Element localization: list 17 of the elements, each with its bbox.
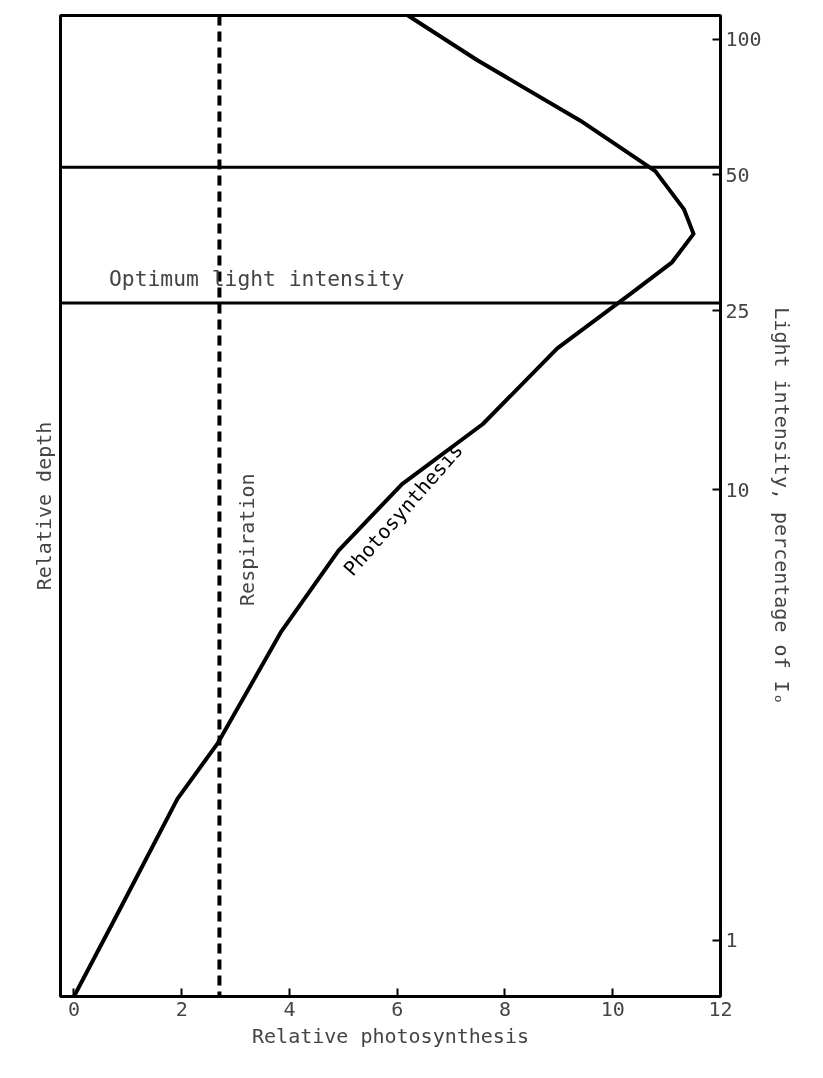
y-tick-label: 100	[725, 27, 762, 52]
y-tick-label: 10	[725, 477, 750, 502]
x-tick-label: 4	[283, 996, 296, 1021]
ref-line-label: Respiration	[235, 473, 260, 606]
x-tick-label: 10	[600, 996, 625, 1021]
y-tick-label: 25	[725, 298, 750, 323]
text: Relative depth	[31, 421, 56, 591]
x-axis-title: Relative photosynthesis	[252, 1023, 529, 1048]
x-tick-label: 0	[67, 996, 80, 1021]
y-tick-label: 1	[725, 928, 738, 953]
x-tick-label: 6	[391, 996, 404, 1021]
y-axis-title: Light intensity, percentage of Iₒ	[769, 307, 794, 705]
ref-line-label: Optimum light intensity	[108, 265, 405, 291]
x-tick-label: 8	[498, 996, 512, 1021]
x-tick-label: 12	[708, 996, 733, 1021]
y-tick-label: 50	[725, 162, 750, 187]
x-tick-label: 2	[175, 996, 188, 1021]
